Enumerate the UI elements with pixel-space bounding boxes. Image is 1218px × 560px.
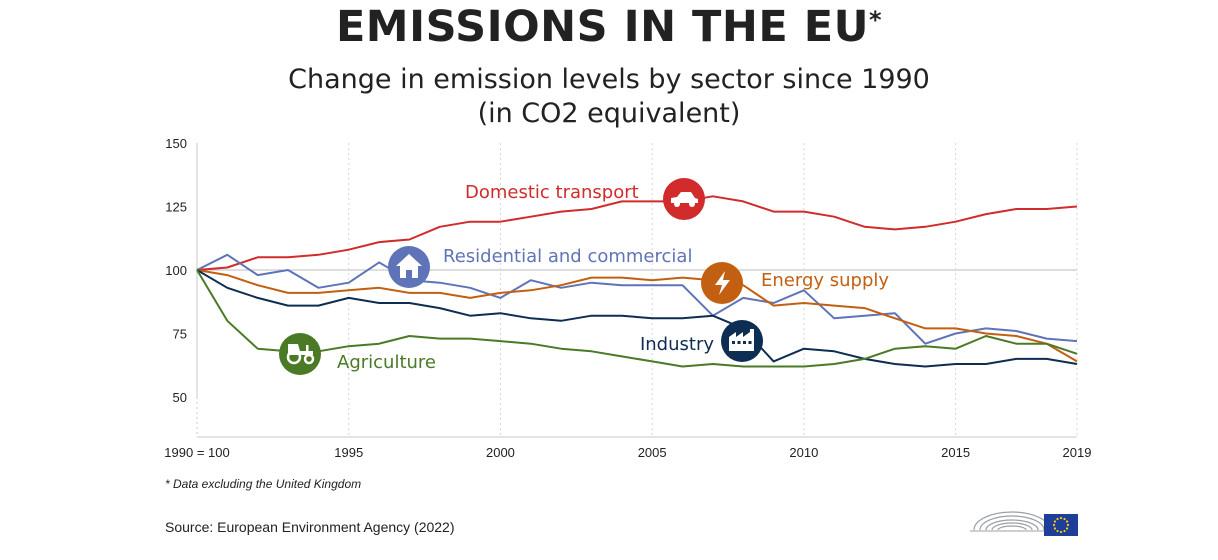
series-label: Domestic transport [465,182,639,203]
factory-icon [721,320,763,362]
title-asterisk: * [869,6,883,34]
lightning-icon [701,262,743,304]
x-tick-label: 2000 [486,445,515,460]
car-icon [663,178,705,220]
source-note: Source: European Environment Agency (202… [165,519,455,535]
series-line-agriculture [196,269,1078,368]
y-tick-label: 100 [165,263,187,278]
x-tick-label: 2010 [789,445,818,460]
chart-subtitle-line2: (in CO2 equivalent) [477,98,741,129]
x-tick-label: 2019 [1063,445,1092,460]
title-text: EMISSIONS IN THE EU [335,2,869,52]
chart-subtitle-line1: Change in emission levels by sector sinc… [288,64,930,95]
series-label: Energy supply [761,270,889,291]
x-tick-label-base: 1990 = 100 [164,445,229,460]
series-line-energy-supply [196,269,1078,363]
x-tick-label: 1995 [334,445,363,460]
series-line-residential-and-commercial [196,253,1078,345]
y-tick-label: 150 [165,136,187,151]
x-tick-label: 2015 [941,445,970,460]
house-icon [388,246,430,288]
page-title: EMISSIONS IN THE EU* [0,2,1218,52]
series-line-industry [196,269,1078,368]
european-parliament-logo-icon [970,511,1078,536]
series-label: Residential and commercial [443,246,692,267]
footnote: * Data excluding the United Kingdom [165,477,362,491]
y-tick-label: 125 [165,200,187,215]
series-label: Agriculture [337,352,436,373]
y-tick-label: 50 [173,390,187,405]
series-label: Industry [640,334,714,355]
y-tick-label: 75 [173,327,187,342]
series-line-domestic-transport [196,195,1078,271]
tractor-icon [279,333,321,375]
x-tick-label: 2005 [638,445,667,460]
